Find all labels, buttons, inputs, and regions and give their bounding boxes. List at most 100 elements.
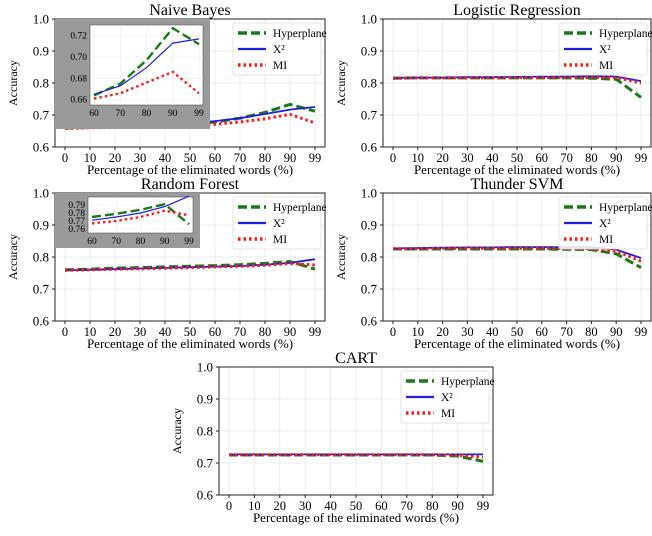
x-axis-label: Percentage of the eliminated words (%) bbox=[87, 162, 293, 177]
x-tick-label: 50 bbox=[511, 325, 524, 339]
x-axis-label: Percentage of the eliminated words (%) bbox=[414, 336, 620, 351]
legend-label: MI bbox=[273, 234, 287, 246]
y-tick-label: 0.7 bbox=[33, 282, 50, 297]
chart-panel-3: Thunder SVM 0.6 0.7 0.8 0.9 1.0 0 10 20 30 40 50 60 7… bbox=[334, 176, 652, 351]
legend-label: X² bbox=[441, 392, 453, 404]
legend-label: Hyperplane bbox=[599, 202, 652, 214]
legend-label: MI bbox=[441, 408, 455, 420]
legend: Hyperplane X² MI bbox=[232, 196, 327, 250]
x-tick-label: 90 bbox=[284, 325, 297, 339]
inset-series-line-dashed bbox=[93, 26, 200, 97]
y-tick-label: 0.9 bbox=[33, 218, 49, 233]
inset-x-tick-label: 70 bbox=[112, 237, 122, 247]
x-tick-label: 60 bbox=[209, 151, 222, 165]
x-tick-label: 20 bbox=[436, 325, 449, 339]
x-tick-label: 50 bbox=[350, 499, 363, 513]
legend-box bbox=[558, 22, 648, 76]
x-tick-label: 70 bbox=[560, 151, 573, 165]
legend-box bbox=[400, 370, 490, 424]
x-tick-label: 60 bbox=[536, 325, 549, 339]
inset-series-line-solid bbox=[91, 195, 190, 221]
chart-title: Thunder SVM bbox=[471, 176, 564, 193]
chart-title: Logistic Regression bbox=[453, 2, 581, 19]
x-tick-label: 70 bbox=[234, 151, 247, 165]
y-tick-label: 0.6 bbox=[197, 488, 214, 503]
legend: Hyperplane X² MI bbox=[558, 196, 652, 250]
inset-series-line-dashed bbox=[91, 202, 190, 226]
legend-label: MI bbox=[273, 60, 287, 72]
x-tick-label: 80 bbox=[585, 325, 598, 339]
x-tick-label: 80 bbox=[259, 325, 272, 339]
legend-label: Hyperplane bbox=[273, 28, 327, 40]
x-tick-label: 10 bbox=[84, 325, 97, 339]
inset-y-tick-label: 0.72 bbox=[70, 32, 87, 42]
inset-y-tick-label: 0.78 bbox=[68, 209, 85, 219]
series-line-solid bbox=[392, 75, 642, 82]
legend-label: Hyperplane bbox=[599, 28, 652, 40]
y-axis-label: Accuracy bbox=[6, 234, 20, 280]
y-tick-label: 0.8 bbox=[33, 250, 49, 265]
inset-y-tick-label: 0.77 bbox=[68, 217, 85, 227]
inset-y-tick-label: 0.76 bbox=[68, 225, 85, 235]
x-tick-label: 40 bbox=[486, 325, 499, 339]
inset-x-tick-label: 80 bbox=[142, 109, 152, 119]
x-tick-label: 50 bbox=[184, 151, 197, 165]
x-tick-label: 90 bbox=[284, 151, 297, 165]
y-tick-label: 0.6 bbox=[33, 140, 50, 155]
series-line-dotted bbox=[229, 453, 484, 459]
chart-panel-1: Logistic Regression 0.6 0.7 0.8 0.9 1.0 0 10 20 3… bbox=[334, 2, 652, 177]
x-tick-label: 90 bbox=[610, 325, 623, 339]
x-tick-label: 90 bbox=[451, 499, 464, 513]
chart-title: Random Forest bbox=[141, 176, 240, 193]
x-tick-label: 30 bbox=[299, 499, 312, 513]
y-axis-label: Accuracy bbox=[334, 60, 348, 106]
legend-label: X² bbox=[599, 218, 611, 230]
x-tick-label: 30 bbox=[461, 325, 474, 339]
legend-label: X² bbox=[273, 44, 285, 56]
x-tick-label: 60 bbox=[536, 151, 549, 165]
y-tick-label: 0.6 bbox=[361, 140, 378, 155]
y-tick-label: 1.0 bbox=[197, 360, 213, 375]
x-tick-label: 20 bbox=[109, 325, 122, 339]
x-tick-label: 80 bbox=[426, 499, 439, 513]
y-axis-label: Accuracy bbox=[334, 234, 348, 280]
y-tick-label: 0.8 bbox=[197, 424, 213, 439]
y-tick-label: 0.8 bbox=[361, 250, 377, 265]
x-tick-label: 40 bbox=[159, 151, 172, 165]
x-tick-label: 90 bbox=[610, 151, 623, 165]
chart-panel-4: CART 0.6 0.7 0.8 0.9 1.0 0 10 20 30 40 50 60 70 80 90 99… bbox=[170, 350, 495, 525]
x-tick-label: 40 bbox=[159, 325, 172, 339]
legend-label: MI bbox=[599, 234, 613, 246]
x-tick-label: 40 bbox=[324, 499, 337, 513]
x-tick-label: 20 bbox=[109, 151, 122, 165]
y-tick-label: 0.9 bbox=[361, 44, 377, 59]
x-tick-label: 99 bbox=[309, 151, 322, 165]
x-tick-label: 70 bbox=[234, 325, 247, 339]
series-line-solid bbox=[64, 258, 316, 272]
x-tick-label: 30 bbox=[461, 151, 474, 165]
x-tick-label: 20 bbox=[274, 499, 287, 513]
legend-label: MI bbox=[599, 60, 613, 72]
legend-label: Hyperplane bbox=[441, 376, 495, 388]
x-tick-label: 60 bbox=[375, 499, 388, 513]
x-tick-label: 0 bbox=[390, 325, 396, 339]
y-tick-label: 0.7 bbox=[361, 108, 378, 123]
inset-x-tick-label: 80 bbox=[136, 237, 146, 247]
legend: Hyperplane X² MI bbox=[558, 22, 652, 76]
y-tick-label: 0.7 bbox=[197, 456, 214, 471]
legend-box bbox=[232, 22, 322, 76]
inset-series-line-solid bbox=[93, 38, 200, 95]
legend-box bbox=[558, 196, 648, 250]
x-tick-label: 99 bbox=[635, 325, 648, 339]
x-tick-label: 99 bbox=[635, 151, 648, 165]
x-tick-label: 40 bbox=[486, 151, 499, 165]
inset-x-tick-label: 60 bbox=[87, 237, 97, 247]
inset-x-tick-label: 70 bbox=[116, 109, 126, 119]
x-tick-label: 0 bbox=[390, 151, 396, 165]
inset-y-tick-label: 0.66 bbox=[70, 96, 87, 106]
x-tick-label: 70 bbox=[560, 325, 573, 339]
legend-label: X² bbox=[599, 44, 611, 56]
x-tick-label: 70 bbox=[401, 499, 414, 513]
y-tick-label: 0.6 bbox=[361, 314, 378, 329]
